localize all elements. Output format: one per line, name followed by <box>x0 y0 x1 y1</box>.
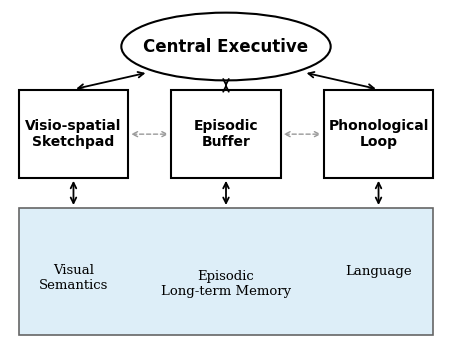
Text: Visual
Semantics: Visual Semantics <box>39 264 108 292</box>
FancyBboxPatch shape <box>18 208 433 335</box>
Text: Episodic
Long-term Memory: Episodic Long-term Memory <box>161 270 290 298</box>
Text: Phonological
Loop: Phonological Loop <box>327 119 428 149</box>
Text: Episodic
Buffer: Episodic Buffer <box>193 119 258 149</box>
FancyBboxPatch shape <box>18 90 128 178</box>
Text: Language: Language <box>345 265 411 278</box>
Ellipse shape <box>121 13 330 80</box>
FancyBboxPatch shape <box>171 90 280 178</box>
Text: Central Executive: Central Executive <box>143 37 308 55</box>
Text: Visio-spatial
Sketchpad: Visio-spatial Sketchpad <box>25 119 121 149</box>
FancyBboxPatch shape <box>323 90 433 178</box>
